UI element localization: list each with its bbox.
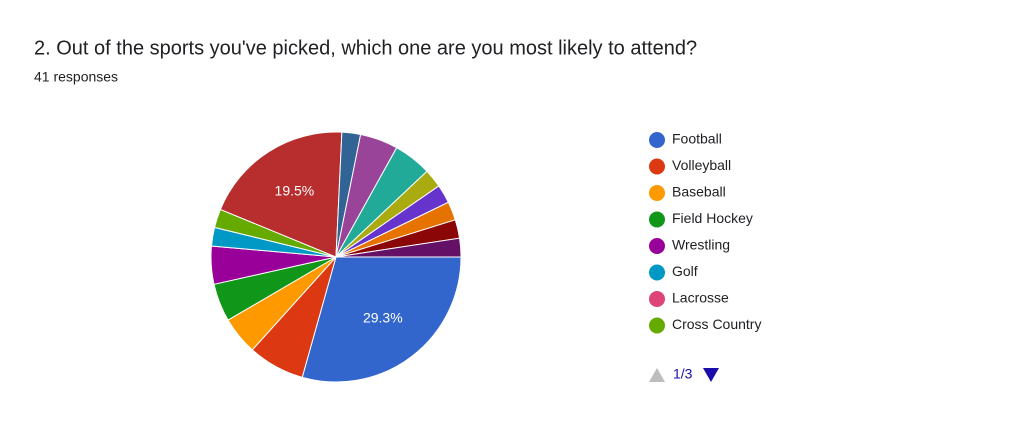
slice-label: 29.3% xyxy=(363,309,403,325)
question-title: 2. Out of the sports you've picked, whic… xyxy=(34,37,697,59)
legend-swatch xyxy=(649,158,665,175)
legend-label: Football xyxy=(672,131,722,147)
legend-label: Golf xyxy=(672,263,698,279)
legend-label: Field Hockey xyxy=(672,210,753,226)
legend-swatch xyxy=(649,132,665,148)
pie-slice xyxy=(335,237,462,258)
next-page[interactable] xyxy=(703,368,719,382)
legend-swatch xyxy=(649,211,665,228)
slice-label: 19.5% xyxy=(275,182,315,198)
legend-swatch xyxy=(649,291,665,307)
legend-swatch xyxy=(649,317,665,334)
legend-label: Baseball xyxy=(672,184,726,200)
legend-swatch xyxy=(649,238,665,254)
page-indicator: 1/3 xyxy=(673,366,693,382)
legend-swatch xyxy=(649,264,665,281)
pie-slice xyxy=(301,256,462,383)
legend-label: Lacrosse xyxy=(672,290,729,306)
legend-swatch xyxy=(649,185,665,201)
response-count: 41 responses xyxy=(34,69,118,85)
prev-page[interactable] xyxy=(649,368,665,382)
pie-slice xyxy=(219,131,343,258)
legend-label: Cross Country xyxy=(672,316,761,332)
legend-label: Volleyball xyxy=(672,157,731,173)
legend-label: Wrestling xyxy=(672,237,730,253)
